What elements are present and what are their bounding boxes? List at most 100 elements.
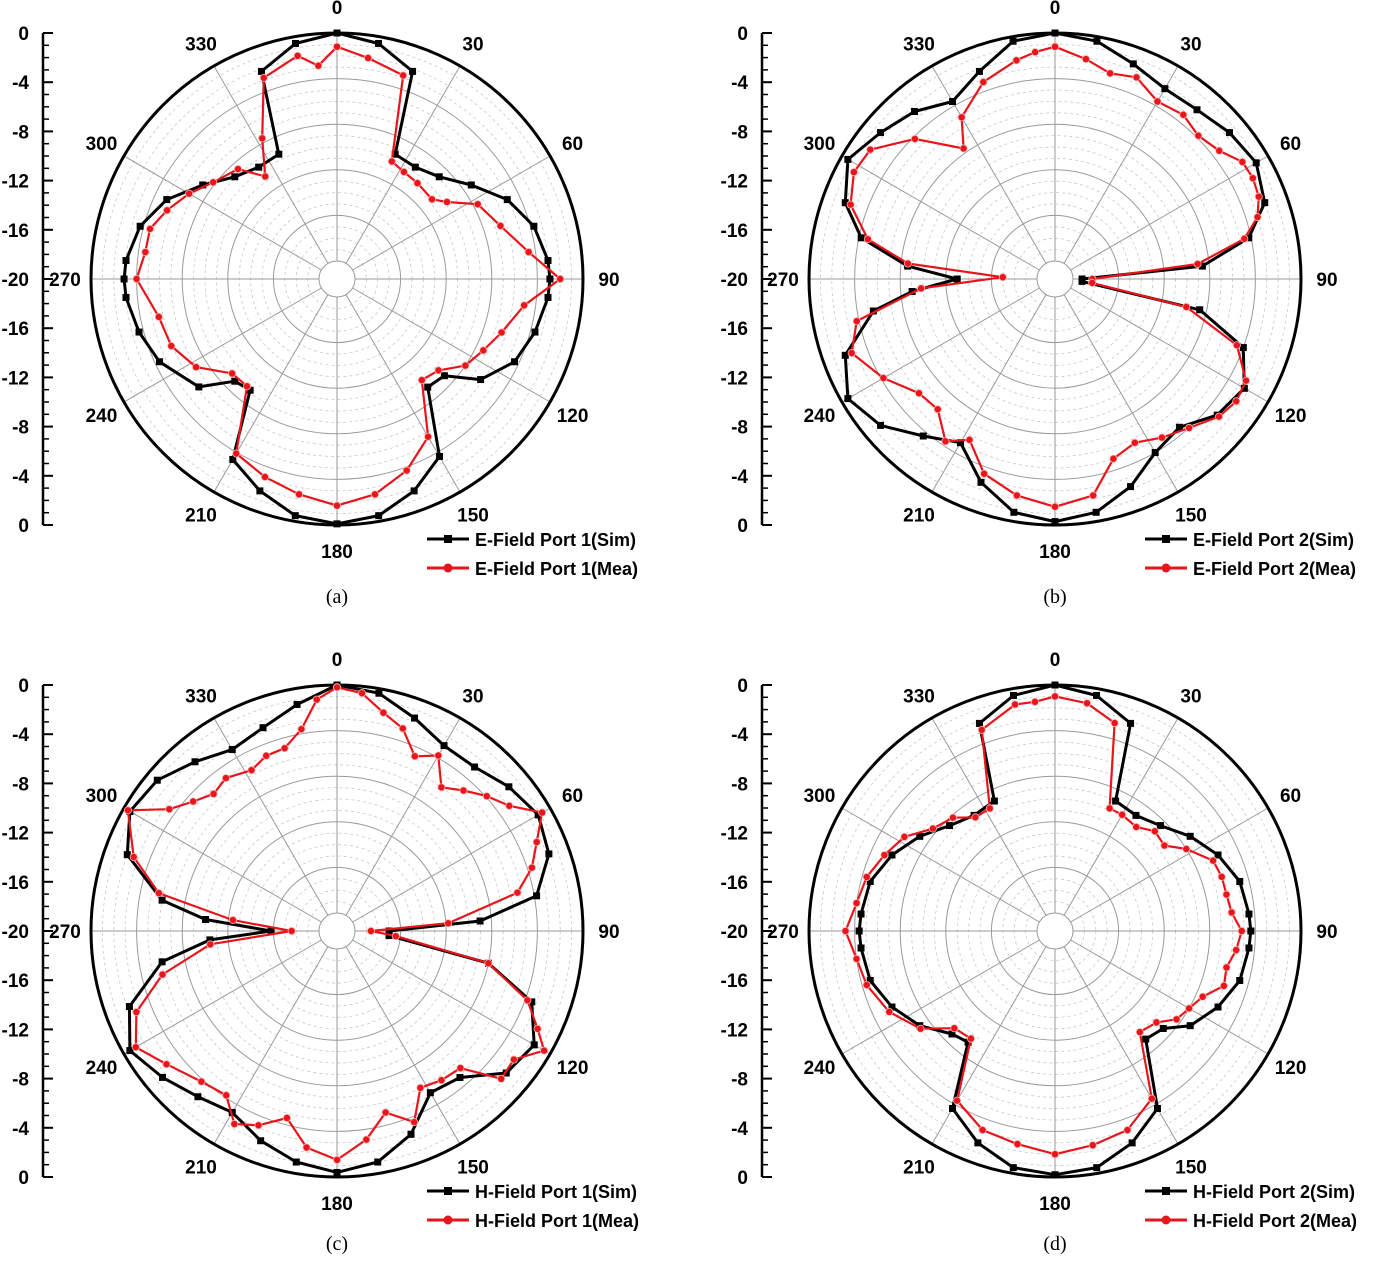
data-point xyxy=(1135,1028,1144,1037)
radial-tick-label: -4 xyxy=(731,1119,748,1140)
grid-circle-major xyxy=(1036,912,1074,950)
data-point xyxy=(1109,454,1118,463)
data-point xyxy=(1088,278,1097,287)
data-point xyxy=(437,783,446,792)
data-point xyxy=(302,1143,311,1152)
data-point xyxy=(879,374,888,383)
data-point xyxy=(293,51,302,60)
data-point xyxy=(410,487,418,495)
data-point xyxy=(1051,692,1060,701)
data-point xyxy=(209,789,218,798)
data-point xyxy=(844,155,852,163)
radial-tick-label: 0 xyxy=(18,676,29,697)
data-point xyxy=(153,776,161,784)
data-point xyxy=(1232,341,1241,350)
data-point xyxy=(847,348,856,357)
data-point xyxy=(399,71,408,80)
data-point xyxy=(1106,69,1115,78)
data-point xyxy=(903,259,912,268)
radial-tick-label: -4 xyxy=(12,1119,29,1140)
data-point xyxy=(195,383,203,391)
data-point xyxy=(857,944,865,952)
grid-spoke xyxy=(123,807,322,923)
data-point xyxy=(1051,1150,1060,1159)
data-point xyxy=(467,181,475,189)
data-point xyxy=(1009,37,1017,45)
data-point xyxy=(1245,910,1253,918)
angle-tick-label: 0 xyxy=(332,0,343,19)
data-point xyxy=(1051,29,1059,37)
data-point xyxy=(158,896,166,904)
data-point xyxy=(1198,992,1207,1001)
angle-tick-label: 120 xyxy=(557,1058,589,1079)
radial-tick-label: -4 xyxy=(12,73,29,94)
data-point xyxy=(1128,1139,1136,1147)
data-point xyxy=(1160,841,1169,850)
radial-tick-label: -8 xyxy=(12,122,29,143)
data-point xyxy=(949,1105,957,1113)
angle-tick-label: 30 xyxy=(1180,686,1201,707)
data-point xyxy=(165,805,174,814)
data-point xyxy=(957,113,966,122)
grid-spoke xyxy=(352,155,551,271)
angle-tick-label: 240 xyxy=(86,1058,118,1079)
data-point xyxy=(206,940,215,949)
data-point xyxy=(484,959,493,968)
data-point xyxy=(229,455,237,463)
data-point xyxy=(259,73,268,82)
data-point xyxy=(510,358,518,366)
data-point xyxy=(849,168,858,177)
data-point xyxy=(1051,518,1059,526)
radial-tick-label: -12 xyxy=(2,1020,29,1041)
radial-tick-label: -8 xyxy=(731,774,748,795)
radial-tick-label: -8 xyxy=(731,122,748,143)
data-point xyxy=(980,469,989,478)
data-point xyxy=(280,744,289,753)
grid-spoke xyxy=(841,287,1040,403)
radial-tick-label: -16 xyxy=(2,873,29,894)
data-point xyxy=(222,1091,231,1100)
angle-tick-label: 330 xyxy=(185,34,217,55)
data-point xyxy=(156,358,164,366)
data-point xyxy=(230,1120,239,1129)
data-point xyxy=(417,376,426,385)
data-point xyxy=(928,824,937,833)
grid-spoke xyxy=(931,65,1047,264)
radial-tick-label: 0 xyxy=(737,676,748,697)
data-point xyxy=(523,996,532,1005)
data-point xyxy=(258,134,267,143)
grid-spoke xyxy=(1070,939,1269,1055)
data-point xyxy=(1127,719,1135,727)
data-point xyxy=(1093,37,1101,45)
data-point xyxy=(256,487,264,495)
data-point xyxy=(370,490,379,499)
data-point xyxy=(291,39,299,47)
radial-tick-label: -4 xyxy=(12,467,29,488)
data-point xyxy=(247,766,256,775)
data-point xyxy=(428,195,437,204)
data-point xyxy=(852,954,861,963)
data-point xyxy=(246,386,254,394)
grid-spoke xyxy=(1063,65,1179,264)
data-point xyxy=(1237,927,1246,936)
data-point xyxy=(233,165,242,174)
radial-tick-label: -16 xyxy=(721,873,748,894)
data-point xyxy=(910,108,918,116)
grid-spoke xyxy=(841,939,1040,1055)
data-point xyxy=(399,167,408,176)
data-point xyxy=(293,700,301,708)
data-point xyxy=(1193,260,1202,269)
data-point xyxy=(410,1118,419,1127)
data-point xyxy=(1175,423,1183,431)
data-point xyxy=(1186,832,1194,840)
data-point xyxy=(919,432,927,440)
data-point xyxy=(154,889,163,898)
data-point xyxy=(159,1073,167,1081)
grid-spoke xyxy=(841,155,1040,271)
radial-tick-label: -16 xyxy=(721,221,748,242)
data-point xyxy=(953,1096,962,1105)
data-point xyxy=(910,134,919,143)
data-point xyxy=(965,435,974,444)
data-point xyxy=(946,822,954,830)
data-point xyxy=(966,1034,975,1043)
